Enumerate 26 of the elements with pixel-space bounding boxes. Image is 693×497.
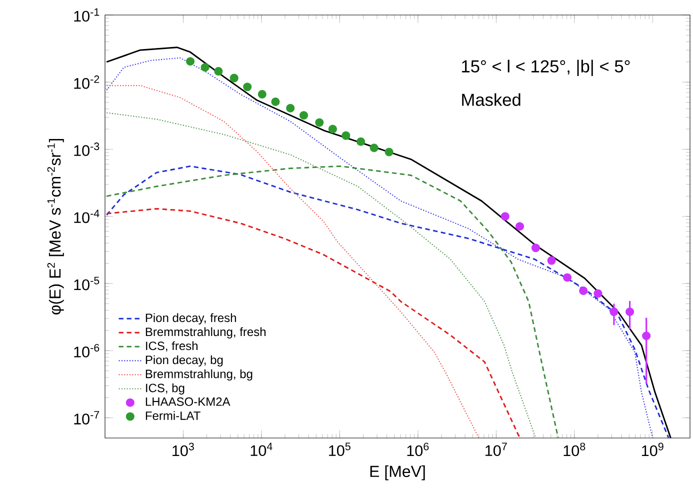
y-tick-label: 10$^{-2}$ [74,75,100,89]
legend-label: Pion decay, bg [146,355,223,367]
x-axis-title: E [MeV] [370,465,425,480]
x-tick-label: 10$^{6}$ [407,442,429,456]
x-tick-label: 10$^{4}$ [250,442,272,456]
legend-label: ICS, bg [146,383,184,395]
y-tick-label: 10$^{-4}$ [74,210,100,224]
x-tick-label: 10$^{5}$ [329,442,350,456]
legend-label: Bremmstrahlung, bg [146,369,252,381]
x-tick-label: 10$^{9}$ [642,442,664,456]
legend-label: Fermi-LAT [146,411,200,420]
text: φ(E) E$^{2}$ [MeV s$^{-1}$cm$^{-2}$sr$^{-1}$] [47,139,64,314]
y-tick-label: 10$^{-6}$ [74,344,100,358]
y-tick-label: 10$^{-7}$ [74,411,100,424]
legend-label: ICS, fresh [146,341,198,352]
legend-label: LHAASO-KM2A [146,397,230,406]
annotation: 15° < l < 125°, |b| < 5° [462,60,630,76]
x-tick-label: 10$^{8}$ [564,442,586,456]
x-tick-label: 10$^{7}$ [486,442,507,456]
y-tick-label: 10$^{-5}$ [74,276,100,290]
legend-label: Bremmstrahlung, fresh [146,327,266,338]
y-tick-label: 10$^{-1}$ [74,8,100,22]
y-tick-label: 10$^{-3}$ [74,142,100,156]
annotation: Masked [462,93,520,106]
legend-label: Pion decay, fresh [146,313,236,324]
x-tick-label: 10$^{3}$ [172,442,194,456]
